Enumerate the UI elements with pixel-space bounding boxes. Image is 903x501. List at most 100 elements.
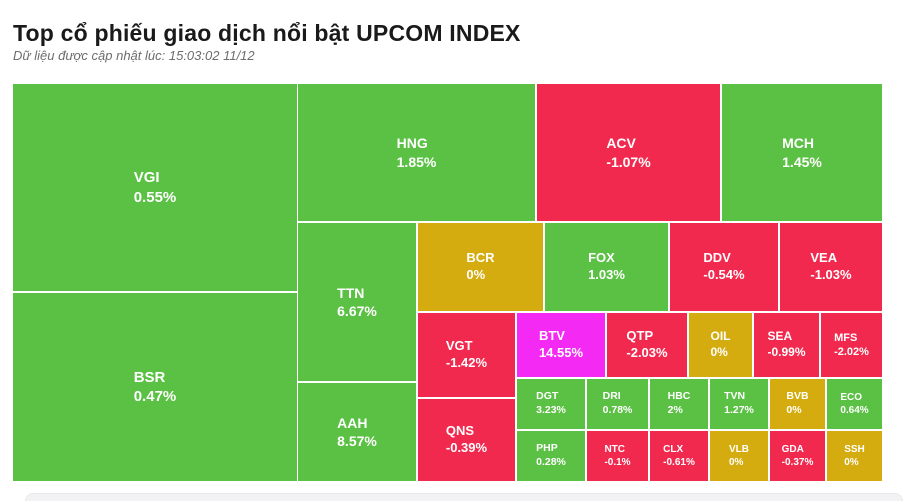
tile-ticker: VGT: [445, 338, 473, 354]
treemap-tile-QTP[interactable]: QTP -2.03%: [607, 313, 687, 377]
treemap-tile-BTV[interactable]: BTV 14.55%: [517, 313, 605, 377]
treemap-tile-AAH[interactable]: AAH 8.57%: [298, 383, 416, 481]
tile-change-percent: 1.85%: [396, 153, 437, 170]
treemap-tile-VGI[interactable]: VGI 0.55%: [13, 84, 297, 291]
tile-ticker: BVB: [786, 390, 809, 403]
tile-ticker: HNG: [396, 135, 428, 152]
tile-change-percent: 0%: [729, 457, 744, 468]
tile-ticker: DRI: [602, 390, 621, 403]
tile-change-percent: 0%: [844, 457, 859, 468]
tile-label: AAH 8.57%: [337, 414, 377, 450]
tile-change-percent: 2%: [667, 404, 683, 416]
tile-ticker: HBC: [667, 390, 691, 403]
treemap-tile-QNS[interactable]: QNS -0.39%: [418, 399, 515, 481]
tile-ticker: MCH: [782, 135, 815, 152]
treemap-tile-MFS[interactable]: MFS -2.02%: [821, 313, 882, 377]
tile-ticker: NTC: [604, 444, 625, 455]
treemap-tile-ECO[interactable]: ECO 0.64%: [827, 379, 882, 429]
treemap-tile-HNG[interactable]: HNG 1.85%: [298, 84, 535, 221]
treemap-tile-TTN[interactable]: TTN 6.67%: [298, 223, 416, 381]
treemap-tile-CLX[interactable]: CLX -0.61%: [650, 431, 708, 481]
tile-change-percent: 0%: [710, 345, 728, 359]
tile-change-percent: -2.02%: [834, 346, 869, 358]
tile-change-percent: -2.03%: [626, 345, 668, 360]
tile-ticker: CLX: [663, 444, 684, 455]
treemap-tile-ACV[interactable]: ACV -1.07%: [537, 84, 720, 221]
tile-label: GDA -0.37%: [782, 443, 814, 469]
tile-change-percent: 0.64%: [840, 405, 869, 416]
treemap-tile-VGT[interactable]: VGT -1.42%: [418, 313, 515, 397]
treemap-tile-DRI[interactable]: DRI 0.78%: [587, 379, 648, 429]
treemap-tile-HBC[interactable]: HBC 2%: [650, 379, 708, 429]
tile-label: SSH 0%: [844, 443, 865, 469]
tile-ticker: VGI: [133, 169, 160, 186]
treemap-tile-MCH[interactable]: MCH 1.45%: [722, 84, 882, 221]
tile-change-percent: 0.47%: [133, 388, 177, 405]
treemap-tile-FOX[interactable]: FOX 1.03%: [545, 223, 668, 311]
tile-label: CLX -0.61%: [663, 443, 695, 469]
tile-change-percent: 1.27%: [724, 404, 754, 416]
tile-label: ACV -1.07%: [606, 134, 650, 170]
tile-label: HBC 2%: [668, 390, 691, 417]
treemap-tile-GDA[interactable]: GDA -0.37%: [770, 431, 825, 481]
tile-label: VGT -1.42%: [446, 338, 487, 372]
tile-change-percent: 14.55%: [538, 345, 584, 360]
treemap-chart: VGI 0.55% BSR 0.47% HNG 1.85% ACV -1.07% MCH 1.45…: [13, 84, 882, 481]
tile-ticker: ECO: [840, 392, 862, 403]
treemap-tile-SEA[interactable]: SEA -0.99%: [754, 313, 819, 377]
treemap-tile-VEA[interactable]: VEA -1.03%: [780, 223, 882, 311]
treemap-tile-BVB[interactable]: BVB 0%: [770, 379, 825, 429]
tile-change-percent: -0.54%: [703, 267, 745, 282]
tile-label: TTN 6.67%: [337, 284, 377, 320]
tile-ticker: OIL: [710, 329, 731, 344]
treemap-tile-DGT[interactable]: DGT 3.23%: [517, 379, 585, 429]
tile-change-percent: 0%: [466, 267, 486, 282]
tile-ticker: QNS: [445, 423, 475, 439]
treemap-tile-NTC[interactable]: NTC -0.1%: [587, 431, 648, 481]
treemap-tile-SSH[interactable]: SSH 0%: [827, 431, 882, 481]
treemap-tile-DDV[interactable]: DDV -0.54%: [670, 223, 778, 311]
tile-change-percent: -0.99%: [767, 345, 806, 359]
page-title: Top cổ phiếu giao dịch nổi bật UPCOM IND…: [13, 20, 521, 47]
tile-change-percent: 0%: [786, 404, 802, 416]
tile-ticker: TVN: [724, 390, 746, 403]
treemap-tile-VLB[interactable]: VLB 0%: [710, 431, 768, 481]
tile-ticker: DGT: [536, 390, 559, 403]
tile-change-percent: 0.55%: [133, 188, 177, 206]
tile-change-percent: -1.42%: [445, 355, 488, 370]
tile-label: VEA -1.03%: [810, 250, 851, 284]
tile-change-percent: -0.39%: [445, 440, 488, 455]
tile-label: DDV -0.54%: [703, 250, 744, 284]
tile-label: VGI 0.55%: [134, 168, 177, 207]
treemap-tile-BSR[interactable]: BSR 0.47%: [13, 293, 297, 481]
tile-label: ECO 0.64%: [840, 391, 868, 417]
tile-label: TVN 1.27%: [724, 390, 754, 417]
tile-ticker: GDA: [781, 444, 804, 455]
tile-label: HNG 1.85%: [397, 134, 437, 170]
tile-ticker: AAH: [337, 414, 368, 431]
treemap-tile-OIL[interactable]: OIL 0%: [689, 313, 752, 377]
tile-label: BSR 0.47%: [134, 368, 177, 407]
tile-change-percent: -1.03%: [810, 267, 852, 282]
tile-change-percent: -0.1%: [604, 457, 631, 468]
tile-ticker: ACV: [606, 135, 636, 152]
tile-change-percent: 1.03%: [588, 267, 625, 282]
tile-label: BVB 0%: [786, 390, 808, 417]
tile-label: MCH 1.45%: [782, 134, 822, 170]
tile-ticker: PHP: [536, 442, 558, 455]
tile-ticker: VEA: [810, 250, 838, 266]
tile-ticker: BTV: [538, 328, 565, 344]
tile-change-percent: 8.57%: [337, 433, 377, 449]
updated-timestamp-caption: Dữ liệu được cập nhật lúc: 15:03:02 11/1…: [13, 48, 255, 63]
tile-ticker: QTP: [626, 328, 654, 344]
treemap-tile-PHP[interactable]: PHP 0.28%: [517, 431, 585, 481]
tile-label: OIL 0%: [711, 329, 731, 360]
tile-label: NTC -0.1%: [604, 443, 630, 469]
treemap-tile-BCR[interactable]: BCR 0%: [418, 223, 543, 311]
treemap-tile-TVN[interactable]: TVN 1.27%: [710, 379, 768, 429]
tile-change-percent: -0.61%: [663, 457, 695, 468]
tile-ticker: SEA: [767, 329, 793, 344]
tile-label: MFS -2.02%: [834, 331, 869, 360]
tile-ticker: BCR: [466, 250, 495, 266]
